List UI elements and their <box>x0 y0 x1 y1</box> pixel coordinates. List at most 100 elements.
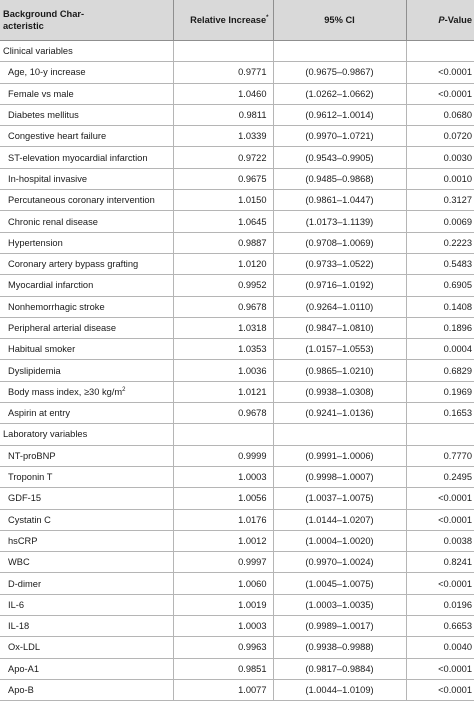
table-row: Myocardial infarction 0.9952 (0.9716–1.019… <box>0 274 474 297</box>
ci-cell: (0.9817–0.9884) <box>272 658 406 680</box>
characteristic-cell: Congestive heart failure <box>0 125 173 148</box>
p-value-cell: 0.1653 <box>405 402 474 425</box>
characteristic-cell: IL-18 <box>0 615 173 638</box>
ci-cell: (1.0044–1.0109) <box>272 679 406 701</box>
table-row: Female vs male 1.0460 (1.0262–1.0662) <0.00… <box>0 83 474 105</box>
ci-cell: (1.0003–1.0035) <box>272 594 406 617</box>
relative-increase-cell: 0.9771 <box>172 61 273 84</box>
p-value-cell: <0.0001 <box>405 509 474 531</box>
relative-increase-cell: 1.0077 <box>172 679 273 701</box>
characteristic-cell: ST-elevation myocardial infarction <box>0 146 173 169</box>
ci-cell: (0.9733–1.0522) <box>272 253 406 276</box>
empty-cell <box>405 423 474 446</box>
relative-increase-cell: 0.9678 <box>172 402 273 425</box>
characteristic-cell: Diabetes mellitus <box>0 104 173 127</box>
p-value-cell: 0.2223 <box>405 232 474 254</box>
relative-increase-cell: 1.0056 <box>172 487 273 510</box>
empty-cell <box>172 40 273 63</box>
ci-cell: (1.0173–1.1139) <box>272 210 406 233</box>
table-row: Age, 10-y increase 0.9771 (0.9675–0.9867) <… <box>0 61 474 84</box>
p-value-cell: 0.0069 <box>405 210 474 233</box>
ci-cell: (0.9847–1.0810) <box>272 317 406 340</box>
relative-increase-cell: 1.0036 <box>172 359 273 382</box>
table-row: hsCRP 1.0012 (1.0004–1.0020) 0.0038 <box>0 530 474 553</box>
characteristic-cell: Apo-A1 <box>0 658 173 680</box>
table-row: Peripheral arterial disease 1.0318 (0.9847… <box>0 317 474 340</box>
ci-cell: (0.9675–0.9867) <box>272 61 406 84</box>
ci-cell: (0.9861–1.0447) <box>272 189 406 212</box>
table-body: Clinical variables Age, 10-y increase 0.97… <box>0 40 474 701</box>
p-value-cell: 0.6829 <box>405 359 474 382</box>
ci-cell: (0.9970–1.0721) <box>272 125 406 148</box>
ci-cell: (0.9485–0.9868) <box>272 168 406 191</box>
table-row: NT-proBNP 0.9999 (0.9991–1.0006) 0.7770 <box>0 445 474 467</box>
table-row: Troponin T 1.0003 (0.9998–1.0007) 0.2495 <box>0 466 474 489</box>
p-value-cell: <0.0001 <box>405 572 474 595</box>
table-row: Body mass index, ≥30 kg/m2 1.0121 (0.9938–… <box>0 381 474 404</box>
empty-cell <box>272 423 406 446</box>
relative-increase-cell: 1.0121 <box>172 381 273 404</box>
table-row: Aspirin at entry 0.9678 (0.9241–1.0136) 0.1… <box>0 402 474 425</box>
ci-cell: (0.9938–0.9988) <box>272 636 406 659</box>
ci-cell: (1.0157–1.0553) <box>272 338 406 361</box>
ci-cell: (1.0144–1.0207) <box>272 509 406 531</box>
ci-cell: (1.0004–1.0020) <box>272 530 406 553</box>
p-value-cell: 0.0680 <box>405 104 474 127</box>
ci-cell: (0.9998–1.0007) <box>272 466 406 489</box>
characteristic-cell: Body mass index, ≥30 kg/m2 <box>0 381 173 404</box>
relative-increase-cell: 0.9675 <box>172 168 273 191</box>
relative-increase-cell: 0.9722 <box>172 146 273 169</box>
relative-increase-cell: 1.0019 <box>172 594 273 617</box>
empty-cell <box>272 40 406 63</box>
p-value-cell: <0.0001 <box>405 658 474 680</box>
table-row: IL-6 1.0019 (1.0003–1.0035) 0.0196 <box>0 594 474 617</box>
p-value-cell: 0.1896 <box>405 317 474 340</box>
ci-cell: (0.9612–1.0014) <box>272 104 406 127</box>
relative-increase-cell: 1.0353 <box>172 338 273 361</box>
p-value-cell: 0.0038 <box>405 530 474 553</box>
characteristic-cell: Troponin T <box>0 466 173 489</box>
characteristic-cell: hsCRP <box>0 530 173 553</box>
header-p-value: P-Value <box>405 0 474 41</box>
relative-increase-cell: 0.9963 <box>172 636 273 659</box>
p-value-cell: 0.1969 <box>405 381 474 404</box>
p-value-cell: 0.5483 <box>405 253 474 276</box>
relative-increase-cell: 0.9851 <box>172 658 273 680</box>
characteristic-cell: In-hospital invasive <box>0 168 173 191</box>
table-row: IL-18 1.0003 (0.9989–1.0017) 0.6653 <box>0 615 474 638</box>
table-row: Coronary artery bypass grafting 1.0120 (0.… <box>0 253 474 276</box>
relative-increase-cell: 1.0060 <box>172 572 273 595</box>
relative-increase-cell: 1.0120 <box>172 253 273 276</box>
table-row: Diabetes mellitus 0.9811 (0.9612–1.0014) 0.… <box>0 104 474 127</box>
relative-increase-cell: 1.0150 <box>172 189 273 212</box>
p-value-cell: 0.6905 <box>405 274 474 297</box>
characteristic-cell: Habitual smoker <box>0 338 173 361</box>
ci-cell: (0.9989–1.0017) <box>272 615 406 638</box>
header-ci: 95% CI <box>272 0 406 41</box>
table-row: Apo-A1 0.9851 (0.9817–0.9884) <0.0001 <box>0 658 474 680</box>
p-value-cell: 0.0720 <box>405 125 474 148</box>
characteristic-cell: Dyslipidemia <box>0 359 173 382</box>
characteristic-cell: GDF-15 <box>0 487 173 510</box>
section-row: Laboratory variables <box>0 423 474 446</box>
ci-cell: (0.9991–1.0006) <box>272 445 406 467</box>
characteristic-cell: Aspirin at entry <box>0 402 173 425</box>
unit-superscript: 2 <box>122 386 126 393</box>
ci-cell: (0.9938–1.0308) <box>272 381 406 404</box>
characteristic-cell: Apo-B <box>0 679 173 701</box>
section-title: Laboratory variables <box>0 423 173 446</box>
table-row: ST-elevation myocardial infarction 0.9722… <box>0 146 474 169</box>
p-value-cell: 0.1408 <box>405 296 474 318</box>
characteristic-cell: Age, 10-y increase <box>0 61 173 84</box>
p-value-cell: 0.6653 <box>405 615 474 638</box>
p-value-cell: 0.0040 <box>405 636 474 659</box>
footnote-mark: * <box>266 14 269 21</box>
ci-cell: (0.9241–1.0136) <box>272 402 406 425</box>
ci-cell: (1.0262–1.0662) <box>272 83 406 105</box>
table-row: Percutaneous coronary intervention 1.0150… <box>0 189 474 212</box>
relative-increase-cell: 1.0339 <box>172 125 273 148</box>
characteristic-cell: D-dimer <box>0 572 173 595</box>
header-characteristic: Background Char-acteristic <box>0 0 173 41</box>
characteristic-cell: Chronic renal disease <box>0 210 173 233</box>
